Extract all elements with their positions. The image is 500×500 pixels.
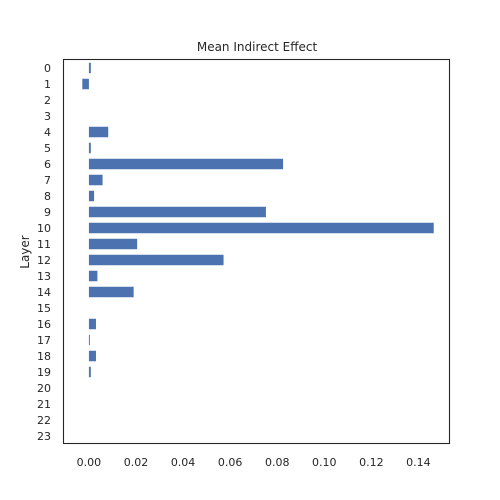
y-tick-label-17: 17 xyxy=(37,334,51,347)
chart-title: Mean Indirect Effect xyxy=(197,40,318,54)
x-tick-label: 0.10 xyxy=(312,456,337,469)
y-tick-label-2: 2 xyxy=(44,94,51,107)
y-tick-label-22: 22 xyxy=(37,414,51,427)
y-tick-label-15: 15 xyxy=(37,302,51,315)
bars-group xyxy=(82,63,433,378)
y-tick-label-16: 16 xyxy=(37,318,51,331)
x-tick-label: 0.12 xyxy=(359,456,384,469)
y-axis-title: Layer xyxy=(18,235,32,269)
y-tick-label-1: 1 xyxy=(44,78,51,91)
bar-layer-16 xyxy=(89,319,96,330)
bar-layer-9 xyxy=(89,207,266,218)
x-tick-label: 0.00 xyxy=(77,456,102,469)
x-tick-label: 0.04 xyxy=(171,456,196,469)
y-tick-label-4: 4 xyxy=(44,126,51,139)
y-tick-label-14: 14 xyxy=(37,286,51,299)
bar-layer-11 xyxy=(89,239,137,250)
x-tick-label: 0.14 xyxy=(406,456,431,469)
bar-layer-18 xyxy=(89,351,96,362)
y-tick-label-9: 9 xyxy=(44,206,51,219)
y-tick-label-19: 19 xyxy=(37,366,51,379)
bar-layer-8 xyxy=(89,191,94,202)
y-tick-label-12: 12 xyxy=(37,254,51,267)
y-tick-label-6: 6 xyxy=(44,158,51,171)
y-tick-label-7: 7 xyxy=(44,174,51,187)
bar-layer-10 xyxy=(89,223,434,234)
x-tick-labels: 0.00 0.02 0.04 0.06 0.08 0.10 0.12 0.14 xyxy=(77,456,431,469)
x-tick-label: 0.02 xyxy=(124,456,149,469)
y-tick-label-18: 18 xyxy=(37,350,51,363)
y-tick-label-20: 20 xyxy=(37,382,51,395)
y-tick-label-23: 23 xyxy=(37,430,51,443)
bar-layer-12 xyxy=(89,255,224,266)
bar-layer-13 xyxy=(89,271,97,282)
bar-layer-14 xyxy=(89,287,134,298)
y-tick-label-8: 8 xyxy=(44,190,51,203)
y-tick-label-10: 10 xyxy=(37,222,51,235)
bar-layer-1 xyxy=(82,79,89,90)
y-tick-label-21: 21 xyxy=(37,398,51,411)
bar-layer-19 xyxy=(89,367,91,378)
x-tick-label: 0.06 xyxy=(218,456,243,469)
plot-frame xyxy=(64,60,450,444)
bar-layer-4 xyxy=(89,127,108,138)
x-tick-label: 0.08 xyxy=(265,456,290,469)
bar-layer-7 xyxy=(89,175,103,186)
bar-layer-17 xyxy=(89,335,90,346)
y-tick-label-0: 0 xyxy=(44,62,51,75)
y-tick-label-3: 3 xyxy=(44,110,51,123)
bar-layer-0 xyxy=(89,63,91,74)
bar-layer-6 xyxy=(89,159,283,170)
y-tick-label-11: 11 xyxy=(37,238,51,251)
y-tick-label-13: 13 xyxy=(37,270,51,283)
y-tick-label-5: 5 xyxy=(44,142,51,155)
bar-layer-5 xyxy=(89,143,91,154)
